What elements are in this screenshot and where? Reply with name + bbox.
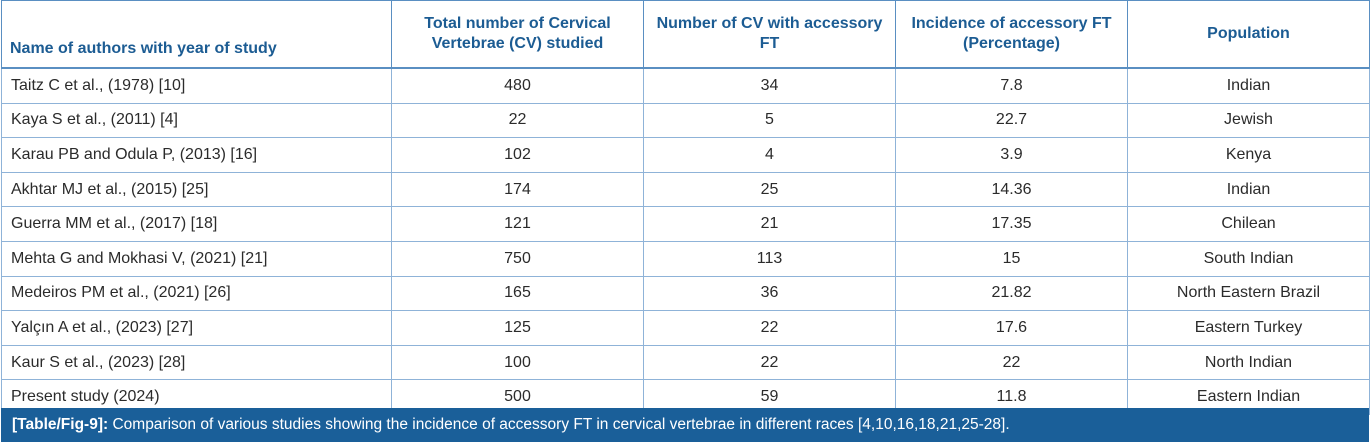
cell-authors: Medeiros PM et al., (2021) [26] <box>1 275 392 312</box>
cell-total-cv: 100 <box>391 344 644 381</box>
cell-population: Jewish <box>1127 102 1370 139</box>
header-authors: Name of authors with year of study <box>1 0 392 69</box>
table-row: Yalçın A et al., (2023) [27] 125 22 17.6… <box>1 310 1370 346</box>
cell-incidence: 22.7 <box>895 102 1128 139</box>
cell-incidence: 15 <box>895 240 1128 277</box>
caption-label: [Table/Fig-9]: <box>12 416 109 433</box>
cell-population: South Indian <box>1127 240 1370 277</box>
cell-population: Indian <box>1127 171 1370 208</box>
cell-incidence: 7.8 <box>895 67 1128 104</box>
table-row: Akhtar MJ et al., (2015) [25] 174 25 14.… <box>1 171 1370 208</box>
table-row: Taitz C et al., (1978) [10] 480 34 7.8 I… <box>1 67 1370 104</box>
cell-total-cv: 750 <box>391 240 644 277</box>
cell-incidence: 22 <box>895 344 1128 381</box>
cell-authors: Kaur S et al., (2023) [28] <box>1 344 392 381</box>
cell-total-cv: 165 <box>391 275 644 312</box>
cell-total-cv: 480 <box>391 67 644 104</box>
cell-incidence: 3.9 <box>895 137 1128 173</box>
cell-total-cv: 102 <box>391 137 644 173</box>
cell-authors: Mehta G and Mokhasi V, (2021) [21] <box>1 240 392 277</box>
cell-population: North Eastern Brazil <box>1127 275 1370 312</box>
cell-cv-accessory-ft: 5 <box>643 102 896 139</box>
comparison-table: Name of authors with year of study Total… <box>1 0 1370 415</box>
table-row: Guerra MM et al., (2017) [18] 121 21 17.… <box>1 206 1370 242</box>
cell-incidence: 21.82 <box>895 275 1128 312</box>
table-row: Karau PB and Odula P, (2013) [16] 102 4 … <box>1 137 1370 173</box>
table-row: Kaur S et al., (2023) [28] 100 22 22 Nor… <box>1 344 1370 381</box>
header-incidence: Incidence of accessory FT (Percentage) <box>895 0 1128 69</box>
cell-total-cv: 174 <box>391 171 644 208</box>
cell-authors: Kaya S et al., (2011) [4] <box>1 102 392 139</box>
cell-cv-accessory-ft: 22 <box>643 310 896 346</box>
cell-population: Chilean <box>1127 206 1370 242</box>
cell-authors: Taitz C et al., (1978) [10] <box>1 67 392 104</box>
table-header-row: Name of authors with year of study Total… <box>1 0 1370 69</box>
table-row: Kaya S et al., (2011) [4] 22 5 22.7 Jewi… <box>1 102 1370 139</box>
cell-total-cv: 121 <box>391 206 644 242</box>
cell-authors: Akhtar MJ et al., (2015) [25] <box>1 171 392 208</box>
cell-incidence: 14.36 <box>895 171 1128 208</box>
cell-incidence: 17.35 <box>895 206 1128 242</box>
cell-cv-accessory-ft: 4 <box>643 137 896 173</box>
cell-authors: Guerra MM et al., (2017) [18] <box>1 206 392 242</box>
cell-authors: Karau PB and Odula P, (2013) [16] <box>1 137 392 173</box>
cell-incidence: 17.6 <box>895 310 1128 346</box>
header-cv-accessory-ft: Number of CV with accessory FT <box>643 0 896 69</box>
cell-cv-accessory-ft: 36 <box>643 275 896 312</box>
cell-population: Kenya <box>1127 137 1370 173</box>
table-row: Mehta G and Mokhasi V, (2021) [21] 750 1… <box>1 240 1370 277</box>
table-row: Medeiros PM et al., (2021) [26] 165 36 2… <box>1 275 1370 312</box>
cell-cv-accessory-ft: 34 <box>643 67 896 104</box>
figure-caption: [Table/Fig-9]: Comparison of various stu… <box>1 408 1369 442</box>
cell-total-cv: 22 <box>391 102 644 139</box>
header-total-cv: Total number of Cervical Vertebrae (CV) … <box>391 0 644 69</box>
cell-population: North Indian <box>1127 344 1370 381</box>
cell-cv-accessory-ft: 25 <box>643 171 896 208</box>
cell-total-cv: 125 <box>391 310 644 346</box>
cell-cv-accessory-ft: 113 <box>643 240 896 277</box>
cell-cv-accessory-ft: 22 <box>643 344 896 381</box>
header-population: Population <box>1127 0 1370 69</box>
cell-authors: Yalçın A et al., (2023) [27] <box>1 310 392 346</box>
cell-cv-accessory-ft: 21 <box>643 206 896 242</box>
cell-population: Indian <box>1127 67 1370 104</box>
caption-text: Comparison of various studies showing th… <box>108 416 1010 433</box>
cell-population: Eastern Turkey <box>1127 310 1370 346</box>
